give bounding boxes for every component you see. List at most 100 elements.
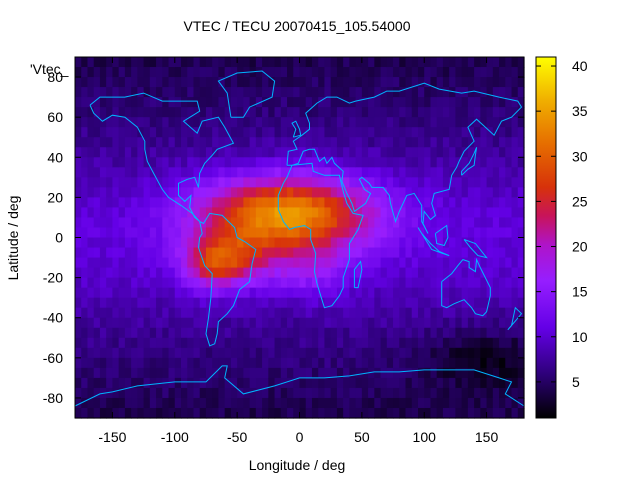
heatmap-cell [474,227,481,239]
heatmap-cell [405,407,413,419]
heatmap-cell [455,117,463,128]
heatmap-cell [156,97,163,108]
heatmap-cell [305,67,313,78]
heatmap-cell [262,67,269,78]
heatmap-cell [474,137,481,148]
heatmap-cell [262,317,269,329]
heatmap-cell [499,237,506,249]
heatmap-cell [205,97,213,108]
heatmap-cell [118,277,126,289]
heatmap-cell [361,57,369,68]
heatmap-cell [517,337,525,349]
heatmap-cell [492,247,500,259]
heatmap-cell [255,197,263,209]
heatmap-cell [461,227,469,239]
heatmap-cell [449,407,457,419]
heatmap-cell [299,157,307,168]
heatmap-cell [205,87,213,98]
heatmap-cell [324,97,332,108]
heatmap-cell [411,57,419,68]
heatmap-cell [430,267,438,279]
heatmap-cell [305,87,313,98]
heatmap-cell [75,397,82,409]
heatmap-cell [417,117,425,128]
heatmap-cell [368,117,375,128]
heatmap-cell [143,57,151,68]
heatmap-cell [436,347,444,359]
heatmap-cell [262,147,269,158]
heatmap-cell [237,407,244,419]
heatmap-cell [380,127,388,138]
heatmap-cell [405,57,413,68]
heatmap-cell [81,57,89,68]
heatmap-cell [106,207,114,219]
heatmap-cell [417,197,425,209]
heatmap-cell [343,267,350,279]
heatmap-cell [212,327,220,339]
heatmap-cell [205,187,213,198]
heatmap-cell [380,107,388,118]
heatmap-cell [280,367,288,379]
y-tick-label: -20 [43,270,63,286]
heatmap-cell [193,407,201,419]
heatmap-cell [386,307,394,319]
heatmap-cell [455,237,463,249]
heatmap-cell [311,137,319,148]
heatmap-cell [361,277,369,289]
heatmap-cell [230,167,238,178]
heatmap-cell [380,407,388,419]
heatmap-cell [181,87,188,98]
heatmap-cell [174,67,182,78]
heatmap-cell [417,217,425,229]
heatmap-cell [424,287,432,299]
heatmap-cell [486,127,494,138]
heatmap-cell [87,297,95,309]
heatmap-cell [187,377,195,389]
heatmap-cell [355,87,363,98]
heatmap-cell [168,257,176,269]
heatmap-cell [511,97,519,108]
heatmap-cell [274,187,282,198]
heatmap-cell [87,277,95,289]
heatmap-cell [162,77,170,88]
heatmap-cell [405,227,413,239]
heatmap-cell [486,107,494,118]
heatmap-cell [305,167,313,178]
heatmap-cell [499,87,506,98]
heatmap-cell [318,367,326,379]
heatmap-cell [224,337,232,349]
heatmap-cell [299,327,307,339]
heatmap-cell [368,217,375,229]
heatmap-cell [224,297,232,309]
heatmap-cell [81,77,89,88]
heatmap-cell [417,387,425,399]
heatmap-cell [268,217,276,229]
heatmap-cell [505,107,513,118]
heatmap-cell [343,227,350,239]
heatmap-cell [430,337,438,349]
heatmap-cell [399,87,407,98]
heatmap-cell [280,137,288,148]
heatmap-cell [287,387,294,399]
heatmap-cell [505,67,513,78]
heatmap-cell [361,207,369,219]
x-tick-label: 150 [475,429,499,445]
heatmap-cell [262,97,269,108]
heatmap-cell [399,107,407,118]
heatmap-cell [343,407,350,419]
heatmap-cell [405,137,413,148]
heatmap-cell [461,117,469,128]
heatmap-cell [149,347,157,359]
heatmap-cell [81,227,89,239]
heatmap-cell [480,287,488,299]
heatmap-cell [287,107,294,118]
heatmap-cell [255,227,263,239]
heatmap-cell [249,87,257,98]
heatmap-cell [137,287,145,299]
heatmap-cell [355,57,363,68]
heatmap-cell [118,367,126,379]
heatmap-cell [212,407,220,419]
heatmap-cell [368,147,375,158]
heatmap-cell [149,207,157,219]
heatmap-cell [199,207,207,219]
